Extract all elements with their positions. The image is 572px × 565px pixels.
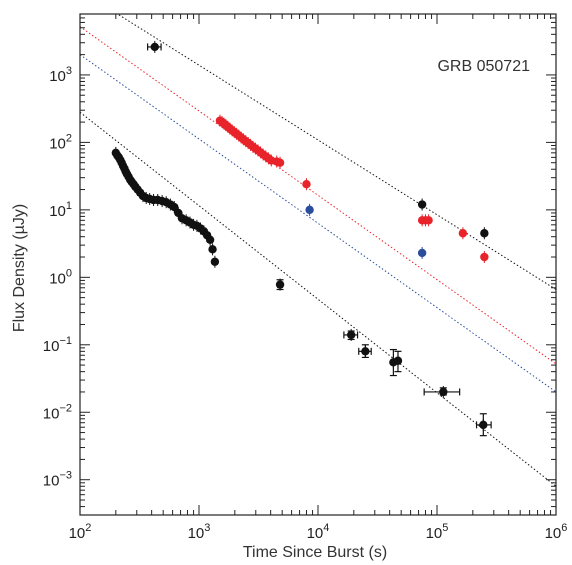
data-point xyxy=(361,347,370,356)
tick-exponent: 6 xyxy=(561,522,567,534)
data-point xyxy=(210,257,220,266)
y-tick-label: 103 xyxy=(49,65,72,85)
x-tick-label: 105 xyxy=(426,522,449,542)
tick-mantissa: 10 xyxy=(545,525,562,542)
y-tick-label: 100 xyxy=(49,267,72,287)
y-tick-label: 101 xyxy=(49,200,72,220)
x-tick-label: 103 xyxy=(188,522,211,542)
tick-mantissa: 10 xyxy=(49,270,66,287)
data-point xyxy=(346,330,356,340)
data-point xyxy=(439,387,448,397)
data-point xyxy=(417,200,427,209)
axis-ticks xyxy=(79,13,557,516)
tick-exponent: 4 xyxy=(323,522,329,534)
fit-line-2 xyxy=(80,54,556,393)
y-tick-label: 10−2 xyxy=(43,402,72,422)
data-point xyxy=(480,229,489,238)
tick-mantissa: 10 xyxy=(426,525,443,542)
tick-exponent: 3 xyxy=(66,65,72,77)
data-point xyxy=(305,205,314,215)
y-tick-label: 10−3 xyxy=(43,470,72,490)
data-point xyxy=(208,245,217,254)
tick-exponent: 3 xyxy=(204,522,210,534)
data-point xyxy=(417,248,427,258)
y-axis-label: Flux Density (µJy) xyxy=(11,204,28,332)
tick-mantissa: 10 xyxy=(69,525,86,542)
y-tick-label: 10−1 xyxy=(43,335,72,355)
tick-mantissa: 10 xyxy=(49,203,66,220)
tick-exponent: 0 xyxy=(66,267,72,279)
tick-exponent: −1 xyxy=(59,335,72,347)
data-point xyxy=(170,202,179,212)
data-point xyxy=(302,180,311,189)
data-point xyxy=(480,252,489,262)
x-tick-label: 106 xyxy=(545,522,568,542)
x-axis-label: Time Since Burst (s) xyxy=(243,544,387,561)
data-point xyxy=(275,280,285,289)
tick-exponent: 1 xyxy=(66,200,72,212)
data-point xyxy=(393,356,403,365)
data-point xyxy=(424,216,433,225)
grb-annotation: GRB 050721 xyxy=(437,58,530,75)
y-tick-label: 102 xyxy=(49,132,72,152)
data-point xyxy=(150,42,159,52)
tick-exponent: 2 xyxy=(66,132,72,144)
x-tick-label: 104 xyxy=(307,522,330,542)
tick-mantissa: 10 xyxy=(43,338,60,355)
data-point xyxy=(275,158,285,167)
tick-exponent: 2 xyxy=(85,522,91,534)
x-tick-label: 102 xyxy=(69,522,92,542)
tick-mantissa: 10 xyxy=(188,525,205,542)
fit-line-0 xyxy=(116,14,556,290)
data-markers xyxy=(111,40,489,431)
tick-exponent: 5 xyxy=(442,522,448,534)
data-point xyxy=(205,235,215,244)
tick-exponent: −3 xyxy=(59,470,72,482)
data-point xyxy=(458,229,468,238)
tick-mantissa: 10 xyxy=(43,473,60,490)
fit-line-1 xyxy=(80,26,556,365)
tick-exponent: −2 xyxy=(59,402,72,414)
tick-mantissa: 10 xyxy=(49,135,66,152)
tick-mantissa: 10 xyxy=(307,525,324,542)
x-tick-labels: 102 103 104 105 106 xyxy=(69,522,568,542)
tick-mantissa: 10 xyxy=(49,68,66,85)
data-point xyxy=(479,420,488,430)
tick-mantissa: 10 xyxy=(43,405,60,422)
